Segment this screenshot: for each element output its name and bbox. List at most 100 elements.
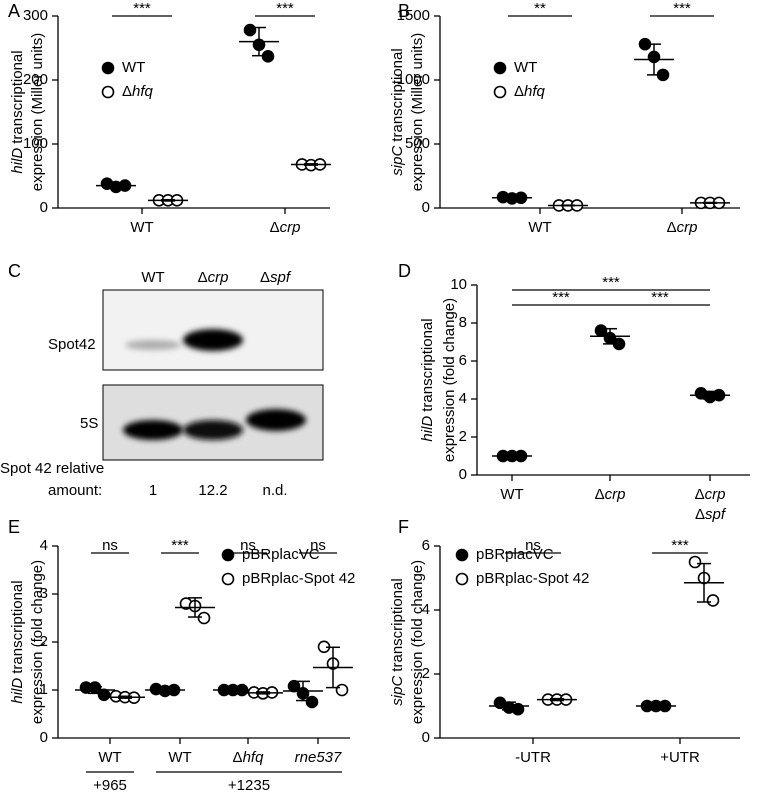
quant-label: amount: — [48, 482, 102, 499]
y-axis-label-text: transcriptional — [389, 578, 406, 671]
y-tick-label: 2 — [422, 665, 430, 682]
quant-value: n.d. — [262, 482, 287, 499]
y-tick-label: 0 — [422, 729, 430, 746]
y-tick-label: 0 — [459, 466, 467, 483]
legend-marker — [455, 572, 469, 586]
x-tick-label: Δspf — [695, 506, 727, 523]
y-axis-label: hilD transcriptional — [9, 580, 26, 703]
quant-value: 1 — [149, 482, 157, 499]
x-tick-label: WT — [528, 219, 551, 236]
y-axis-label-gene: hilD — [419, 416, 436, 442]
y-tick-label: 2 — [40, 633, 48, 650]
y-tick-label: 2 — [459, 428, 467, 445]
y-axis-label-gene: sipC — [389, 676, 406, 706]
legend-label: WT — [514, 59, 537, 76]
y-axis-label: expression (fold change) — [29, 560, 46, 724]
y-axis-label-text: transcriptional — [419, 318, 436, 411]
y-tick-label: 500 — [405, 135, 430, 152]
band — [246, 409, 306, 431]
x-tick-label: Δcrp — [695, 486, 726, 503]
data-point — [594, 324, 608, 337]
significance-label: *** — [552, 289, 570, 306]
panel-letter: F — [398, 517, 409, 537]
x-tick-label: Δhfq — [233, 749, 265, 766]
y-tick-label: 6 — [422, 537, 430, 554]
y-axis-label: expression (Miller units) — [29, 33, 46, 191]
lane-label: WT — [141, 269, 164, 286]
y-tick-label: 8 — [459, 314, 467, 331]
y-tick-label: 0 — [40, 729, 48, 746]
y-axis-label-gene: hilD — [9, 148, 26, 174]
group-label: +1235 — [228, 777, 270, 794]
y-tick-label: 4 — [422, 601, 430, 618]
y-axis-label: expression (fold change) — [441, 298, 458, 462]
quant-value: 12.2 — [198, 482, 227, 499]
data-point — [688, 555, 702, 569]
y-axis-label-text: transcriptional — [389, 48, 406, 141]
band — [123, 420, 183, 440]
y-tick-label: 3 — [40, 585, 48, 602]
quant-label: Spot 42 relative — [0, 460, 104, 477]
row-label: Spot42 — [48, 336, 96, 353]
x-tick-label: WT — [168, 749, 191, 766]
significance-label: *** — [133, 0, 151, 17]
y-axis-label: sipC transcriptional — [389, 578, 406, 705]
group-label: +965 — [93, 777, 127, 794]
data-point — [197, 611, 211, 625]
y-axis-label: expression (Miller units) — [409, 33, 426, 191]
significance-label: *** — [171, 537, 189, 554]
y-axis-label-gene: hilD — [9, 678, 26, 704]
legend-label: pBRplacVC — [476, 546, 554, 563]
row-label: 5S — [80, 415, 98, 432]
significance-label: ns — [240, 537, 256, 554]
band — [183, 420, 243, 440]
legend-marker — [221, 548, 235, 562]
legend-marker — [101, 85, 115, 99]
y-tick-label: 4 — [459, 390, 467, 407]
significance-label: *** — [673, 0, 691, 17]
y-axis-label: expression (fold change) — [409, 560, 426, 724]
y-tick-label: 100 — [23, 135, 48, 152]
y-tick-label: 0 — [40, 199, 48, 216]
significance-label: *** — [651, 289, 669, 306]
y-tick-label: 1500 — [397, 7, 430, 24]
significance-label: *** — [602, 274, 620, 291]
legend-label: pBRplacVC — [242, 546, 320, 563]
significance-label: ns — [525, 537, 541, 554]
y-axis-label: hilD transcriptional — [9, 50, 26, 173]
y-tick-label: 300 — [23, 7, 48, 24]
y-axis-label-gene: sipC — [389, 146, 406, 176]
data-point — [305, 695, 319, 709]
x-tick-label: rne537 — [295, 749, 342, 766]
legend-marker — [455, 548, 469, 562]
y-axis-label-text: transcriptional — [9, 580, 26, 673]
y-axis-label: hilD transcriptional — [419, 318, 436, 441]
y-tick-label: 0 — [422, 199, 430, 216]
x-tick-label: Δcrp — [270, 219, 301, 236]
y-tick-label: 1000 — [397, 71, 430, 88]
legend-marker — [493, 85, 507, 99]
x-tick-label: +UTR — [660, 749, 700, 766]
y-axis-label-text: transcriptional — [9, 50, 26, 143]
panel-letter: A — [8, 1, 20, 21]
panel-letter: B — [398, 1, 410, 21]
legend-marker — [493, 61, 507, 75]
panel-letter: E — [8, 517, 20, 537]
band — [125, 340, 181, 350]
x-tick-label: Δcrp — [667, 219, 698, 236]
x-tick-label: WT — [130, 219, 153, 236]
lane-label: Δcrp — [198, 269, 229, 286]
y-tick-label: 200 — [23, 71, 48, 88]
legend-marker — [221, 572, 235, 586]
x-tick-label: Δcrp — [595, 486, 626, 503]
significance-label: ns — [310, 537, 326, 554]
panel-letter: D — [398, 261, 411, 281]
blot-panel: C WT Δcrp Δspf Spot42 5S Spot 42 relativ… — [0, 261, 324, 499]
legend-label: pBRplac-Spot 42 — [242, 570, 355, 587]
significance-label: *** — [276, 0, 294, 17]
legend-marker — [101, 61, 115, 75]
data-point — [97, 688, 111, 702]
y-tick-label: 4 — [40, 537, 48, 554]
x-tick-label: WT — [98, 749, 121, 766]
